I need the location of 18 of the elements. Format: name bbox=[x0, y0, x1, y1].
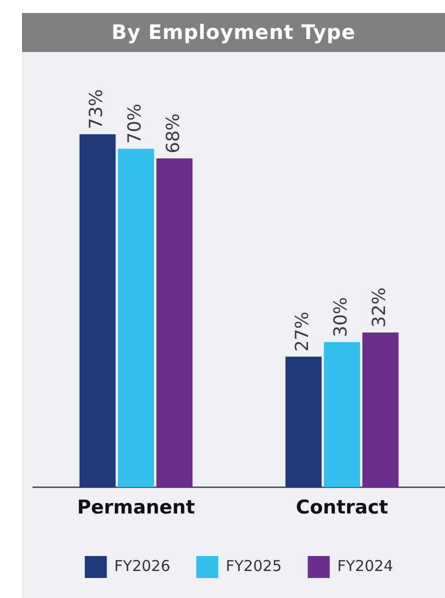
bar bbox=[118, 148, 154, 488]
data-label: 32% bbox=[369, 287, 390, 328]
bar bbox=[362, 332, 399, 488]
bar bbox=[324, 342, 360, 488]
data-label: 27% bbox=[292, 312, 314, 352]
data-label: 70% bbox=[124, 104, 146, 144]
x-tick-label: Permanent bbox=[77, 496, 195, 519]
legend-label: FY2024 bbox=[337, 556, 394, 575]
legend-label: FY2026 bbox=[114, 556, 170, 575]
bar bbox=[285, 356, 322, 488]
chart-title: By Employment Type bbox=[22, 13, 445, 52]
legend-label: FY2025 bbox=[226, 556, 282, 575]
data-label: 68% bbox=[163, 113, 184, 154]
bar bbox=[79, 134, 116, 488]
bar bbox=[156, 158, 193, 488]
data-label: 73% bbox=[86, 89, 108, 130]
data-label: 30% bbox=[330, 297, 352, 338]
x-tick-label: Contract bbox=[296, 496, 388, 519]
